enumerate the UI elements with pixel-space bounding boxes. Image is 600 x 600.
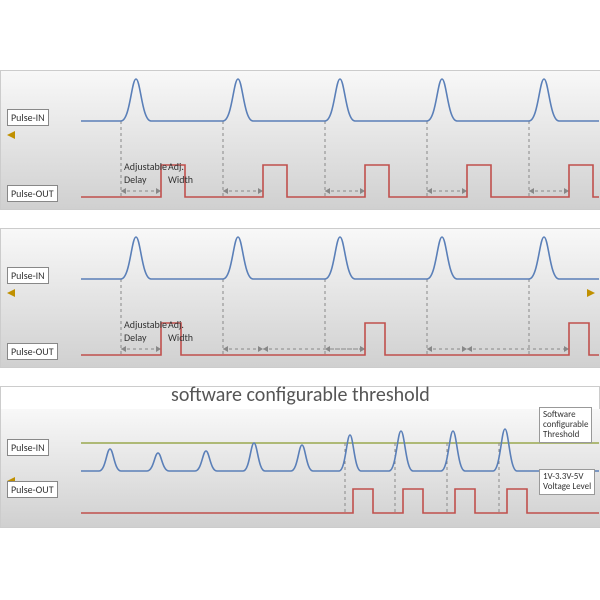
panel-pulse-delay-2: Pulse-IN Pulse-OUT AdjustableDelay Adj.W…: [0, 228, 600, 368]
label-pulse-out: Pulse-OUT: [7, 185, 58, 202]
waveform-svg-3: [1, 409, 600, 527]
waveform-svg-2: [1, 229, 600, 367]
side-label-voltage: 1V-3.3V-5VVoltage Level: [539, 469, 595, 495]
side-label-threshold: SoftwareconfigurableThreshold: [539, 407, 592, 443]
panel-threshold: software configurable threshold Pulse-IN…: [0, 386, 600, 528]
annot-adj-width: Adj.Width: [165, 317, 196, 345]
annot-adj-width: Adj.Width: [165, 159, 196, 187]
threshold-title: software configurable threshold: [171, 383, 430, 407]
annot-adj-delay: AdjustableDelay: [121, 159, 170, 187]
label-pulse-in: Pulse-IN: [7, 109, 49, 126]
label-pulse-out: Pulse-OUT: [7, 343, 58, 360]
label-pulse-in: Pulse-IN: [7, 439, 49, 456]
waveform-svg-1: [1, 71, 600, 209]
annot-adj-delay: AdjustableDelay: [121, 317, 170, 345]
label-pulse-out: Pulse-OUT: [7, 481, 58, 498]
panel-pulse-delay-1: Pulse-IN Pulse-OUT AdjustableDelay Adj.W…: [0, 70, 600, 210]
label-pulse-in: Pulse-IN: [7, 267, 49, 284]
